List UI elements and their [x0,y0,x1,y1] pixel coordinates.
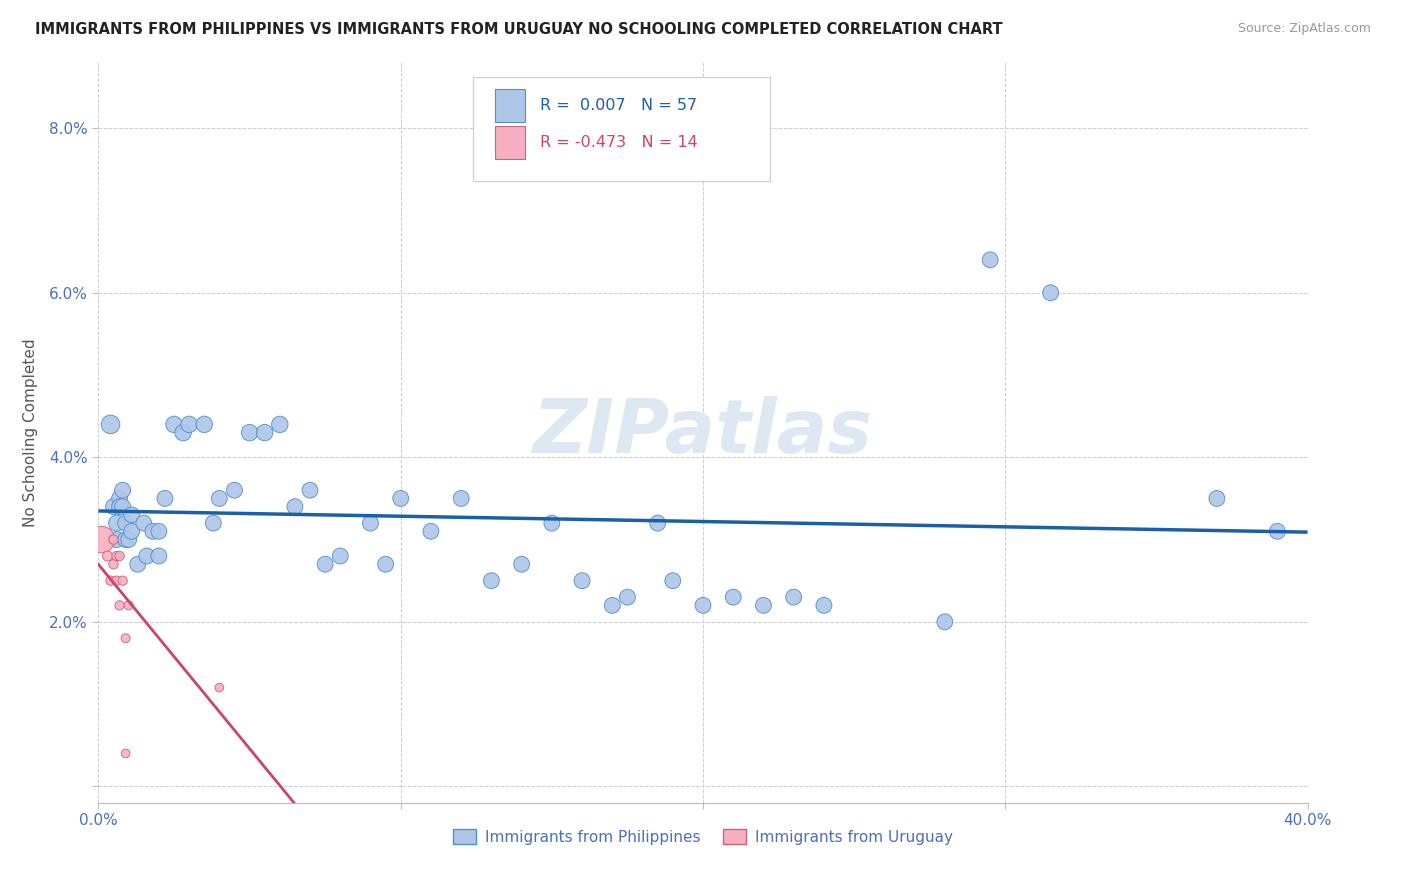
Point [979,252,1001,267]
Point [723,590,745,604]
Point [142,524,165,539]
Point [135,549,157,563]
Point [284,500,307,514]
Point [1039,285,1062,300]
Point [647,516,669,530]
Point [114,533,136,547]
Text: R = -0.473   N = 14: R = -0.473 N = 14 [540,135,697,150]
Point [602,599,624,613]
Point [510,558,533,572]
Point [481,574,503,588]
Point [208,681,231,695]
Point [692,599,714,613]
Point [114,632,136,646]
Point [813,599,835,613]
Point [108,491,131,506]
Point [148,549,170,563]
Point [132,516,155,530]
Point [111,500,134,514]
Point [389,491,412,506]
Point [100,417,122,432]
Y-axis label: No Schooling Completed: No Schooling Completed [22,338,38,527]
Point [208,491,231,506]
Point [103,558,125,572]
Point [108,599,131,613]
Point [193,417,215,432]
Point [103,533,125,547]
FancyBboxPatch shape [495,89,526,121]
FancyBboxPatch shape [495,126,526,159]
Point [179,417,201,432]
Point [100,574,122,588]
Point [111,574,134,588]
Text: IMMIGRANTS FROM PHILIPPINES VS IMMIGRANTS FROM URUGUAY NO SCHOOLING COMPLETED CO: IMMIGRANTS FROM PHILIPPINES VS IMMIGRANT… [35,22,1002,37]
Point [103,500,125,514]
Point [114,516,136,530]
Text: R =  0.007   N = 57: R = 0.007 N = 57 [540,98,697,113]
Text: Source: ZipAtlas.com: Source: ZipAtlas.com [1237,22,1371,36]
Point [269,417,291,432]
Point [329,549,352,563]
Point [108,500,131,514]
FancyBboxPatch shape [474,78,769,181]
Point [616,590,638,604]
Point [661,574,683,588]
Point [314,558,336,572]
Point [450,491,472,506]
Point [153,491,176,506]
Point [571,574,593,588]
Point [108,549,131,563]
Point [299,483,322,498]
Point [105,574,128,588]
Point [127,558,149,572]
Point [1267,524,1289,539]
Point [540,516,562,530]
Text: ZIPatlas: ZIPatlas [533,396,873,469]
Point [172,425,194,440]
Point [253,425,276,440]
Point [118,599,141,613]
Point [420,524,443,539]
Point [114,747,136,761]
Point [934,615,956,629]
Point [105,533,128,547]
Legend: Immigrants from Philippines, Immigrants from Uruguay: Immigrants from Philippines, Immigrants … [447,822,959,851]
Point [1206,491,1229,506]
Point [239,425,262,440]
Point [96,549,118,563]
Point [374,558,396,572]
Point [105,516,128,530]
Point [783,590,806,604]
Point [163,417,186,432]
Point [202,516,225,530]
Point [121,508,143,522]
Point [752,599,775,613]
Point [111,483,134,498]
Point [148,524,170,539]
Point [118,533,141,547]
Point [90,533,112,547]
Point [360,516,382,530]
Point [224,483,246,498]
Point [121,524,143,539]
Point [105,549,128,563]
